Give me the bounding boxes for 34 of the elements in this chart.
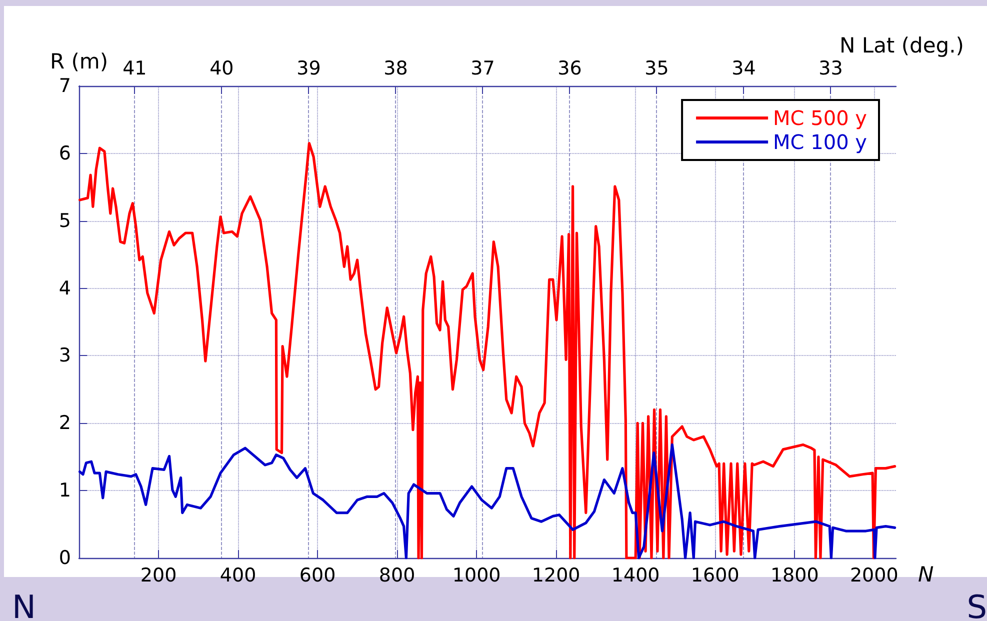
y-tick-label: 3 xyxy=(58,344,71,367)
x2-tick-label: 34 xyxy=(732,58,756,80)
x2-tick-label: 35 xyxy=(644,58,669,80)
x2-tick-label: 33 xyxy=(818,58,843,80)
x-tick-label: 400 xyxy=(220,564,256,586)
y-tick-label: 7 xyxy=(58,75,71,97)
text: N xyxy=(12,588,36,621)
text: S xyxy=(966,588,987,621)
y-tick-label: 4 xyxy=(58,277,71,300)
x-axis-title: N xyxy=(918,562,934,586)
x2-tick-label: 36 xyxy=(558,58,582,80)
x-tick-label: 2000 xyxy=(850,564,898,586)
x-tick-label: 1800 xyxy=(770,564,819,586)
x-tick-label: 200 xyxy=(140,564,177,586)
x2-axis-title: N Lat (deg.) xyxy=(839,34,964,58)
x-tick-label: 1200 xyxy=(532,564,580,586)
x-tick-label: 1600 xyxy=(690,564,740,586)
legend-label: MC 500 y xyxy=(773,106,868,130)
y-tick-label: 1 xyxy=(58,480,71,502)
x-tick-label: 1400 xyxy=(611,564,660,586)
y-tick-label: 2 xyxy=(58,412,71,434)
y-tick-label: 0 xyxy=(58,547,71,569)
y-tick-label: 5 xyxy=(58,210,71,232)
x-tick-label: 800 xyxy=(378,564,416,586)
y-tick-label: 6 xyxy=(58,142,71,164)
y-axis-title: R (m) xyxy=(50,50,108,74)
x-tick-label: 600 xyxy=(299,564,336,586)
x2-tick-label: 41 xyxy=(122,58,147,80)
x-tick-label: 1000 xyxy=(452,564,501,586)
x2-tick-label: 37 xyxy=(470,58,495,80)
x2-tick-label: 40 xyxy=(210,58,234,80)
legend-label: MC 100 y xyxy=(773,130,868,154)
x2-tick-label: 38 xyxy=(384,58,408,80)
x2-tick-label: 39 xyxy=(296,58,321,80)
